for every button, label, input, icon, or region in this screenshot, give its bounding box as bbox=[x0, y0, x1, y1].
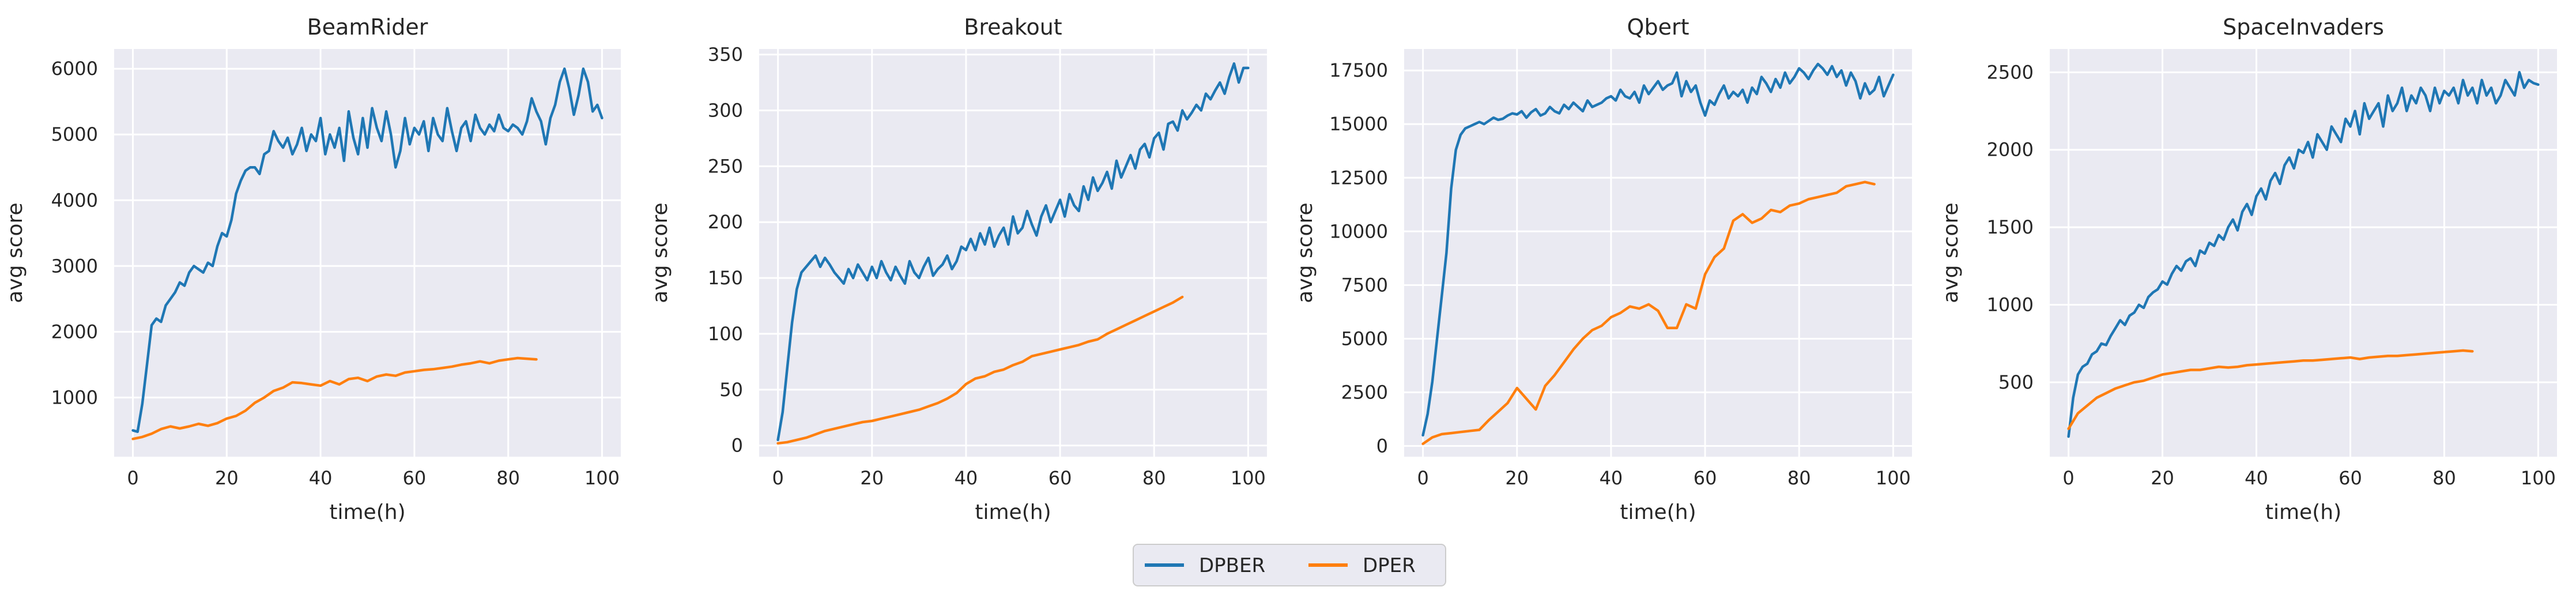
y-tick-label: 100 bbox=[708, 323, 743, 345]
x-tick-label: 80 bbox=[1142, 467, 1166, 489]
y-axis-label: avg score bbox=[648, 202, 672, 303]
y-tick-label: 5000 bbox=[51, 123, 98, 145]
y-tick-label: 1500 bbox=[1987, 216, 2034, 238]
x-tick-label: 80 bbox=[1787, 467, 1811, 489]
chart-title: BeamRider bbox=[307, 14, 428, 40]
y-tick-label: 0 bbox=[1376, 435, 1388, 457]
x-tick-label: 20 bbox=[860, 467, 884, 489]
x-tick-label: 0 bbox=[2062, 467, 2074, 489]
legend-label: DPBER bbox=[1199, 554, 1265, 577]
y-tick-label: 250 bbox=[708, 155, 743, 177]
series-line-DPBER bbox=[131, 67, 604, 433]
x-tick-label: 100 bbox=[584, 467, 620, 489]
legend-box bbox=[1133, 544, 1446, 586]
y-axis-label: avg score bbox=[1939, 202, 1963, 303]
chart-title: Qbert bbox=[1627, 14, 1689, 40]
y-axis-label: avg score bbox=[3, 202, 27, 303]
x-tick-label: 60 bbox=[403, 467, 427, 489]
y-tick-label: 12500 bbox=[1329, 167, 1388, 189]
plot-background bbox=[1404, 49, 1912, 457]
y-tick-label: 2000 bbox=[1987, 139, 2034, 161]
x-axis-label: time(h) bbox=[1620, 501, 1696, 524]
series-line-DPBER bbox=[1421, 62, 1895, 437]
y-tick-label: 150 bbox=[708, 267, 743, 289]
plot-background bbox=[114, 49, 621, 457]
y-tick-label: 6000 bbox=[51, 58, 98, 80]
y-tick-label: 2000 bbox=[51, 321, 98, 343]
y-tick-label: 2500 bbox=[1987, 61, 2034, 83]
y-tick-label: 17500 bbox=[1329, 59, 1388, 81]
y-tick-label: 350 bbox=[708, 44, 743, 66]
series-line-DPBER bbox=[776, 62, 1250, 442]
x-tick-label: 80 bbox=[2432, 467, 2456, 489]
x-tick-label: 0 bbox=[1417, 467, 1428, 489]
subplot-3: 0 20 40 60 80 100 500 1000 1500 2000 2500 SpaceInva… bbox=[1939, 14, 2557, 524]
legend: DPBER DPER bbox=[1133, 544, 1446, 586]
series-line-DPER bbox=[131, 356, 538, 441]
x-tick-label: 0 bbox=[772, 467, 783, 489]
subplot-1: 0 20 40 60 80 100 0 50 100 150 200 250 300 350 Breakou… bbox=[648, 14, 1267, 524]
x-tick-label: 40 bbox=[309, 467, 333, 489]
x-axis-label: time(h) bbox=[329, 501, 405, 524]
x-tick-label: 60 bbox=[1694, 467, 1717, 489]
x-tick-label: 20 bbox=[1505, 467, 1529, 489]
gridlines bbox=[2050, 49, 2557, 457]
gridlines bbox=[759, 49, 1267, 457]
x-tick-label: 100 bbox=[1876, 467, 1911, 489]
series-line-DPBER bbox=[2067, 71, 2540, 438]
x-tick-label: 20 bbox=[2151, 467, 2174, 489]
legend-label: DPER bbox=[1363, 554, 1416, 577]
series-line-DPER bbox=[2067, 349, 2474, 430]
x-tick-label: 40 bbox=[955, 467, 978, 489]
x-axis-label: time(h) bbox=[2265, 501, 2341, 524]
y-tick-label: 1000 bbox=[51, 386, 98, 408]
y-tick-label: 4000 bbox=[51, 189, 98, 211]
x-tick-label: 40 bbox=[2245, 467, 2268, 489]
y-tick-label: 7500 bbox=[1341, 274, 1388, 296]
y-tick-label: 3000 bbox=[51, 255, 98, 277]
y-tick-label: 2500 bbox=[1341, 381, 1388, 403]
chart-title: SpaceInvaders bbox=[2223, 14, 2384, 40]
x-tick-label: 100 bbox=[1231, 467, 1266, 489]
chart-title: Breakout bbox=[964, 14, 1062, 40]
y-tick-label: 0 bbox=[731, 435, 743, 457]
x-tick-label: 40 bbox=[1600, 467, 1623, 489]
y-tick-label: 200 bbox=[708, 211, 743, 233]
subplot-0: 0 20 40 60 80 100 1000 2000 3000 4000 5000 6000 Beam… bbox=[3, 14, 621, 524]
x-tick-label: 60 bbox=[2339, 467, 2362, 489]
x-tick-label: 0 bbox=[127, 467, 138, 489]
x-tick-label: 100 bbox=[2521, 467, 2556, 489]
series-line-DPER bbox=[776, 295, 1184, 445]
y-tick-label: 50 bbox=[719, 379, 743, 401]
y-tick-label: 500 bbox=[1998, 371, 2034, 393]
y-tick-label: 5000 bbox=[1341, 328, 1388, 349]
y-tick-label: 1000 bbox=[1987, 294, 2034, 316]
plot-background bbox=[759, 49, 1267, 457]
plot-background bbox=[2050, 49, 2557, 457]
y-tick-label: 10000 bbox=[1329, 220, 1388, 242]
y-axis-label: avg score bbox=[1293, 202, 1317, 303]
series-line-DPER bbox=[1421, 180, 1876, 445]
x-tick-label: 20 bbox=[215, 467, 239, 489]
x-tick-label: 80 bbox=[496, 467, 520, 489]
x-axis-label: time(h) bbox=[975, 501, 1051, 524]
y-tick-label: 15000 bbox=[1329, 113, 1388, 135]
y-tick-label: 300 bbox=[708, 100, 743, 122]
x-tick-label: 60 bbox=[1048, 467, 1072, 489]
subplot-2: 0 20 40 60 80 100 0 2500 5000 7500 10000 12500 15000… bbox=[1293, 14, 1912, 524]
gridlines bbox=[1404, 49, 1912, 457]
